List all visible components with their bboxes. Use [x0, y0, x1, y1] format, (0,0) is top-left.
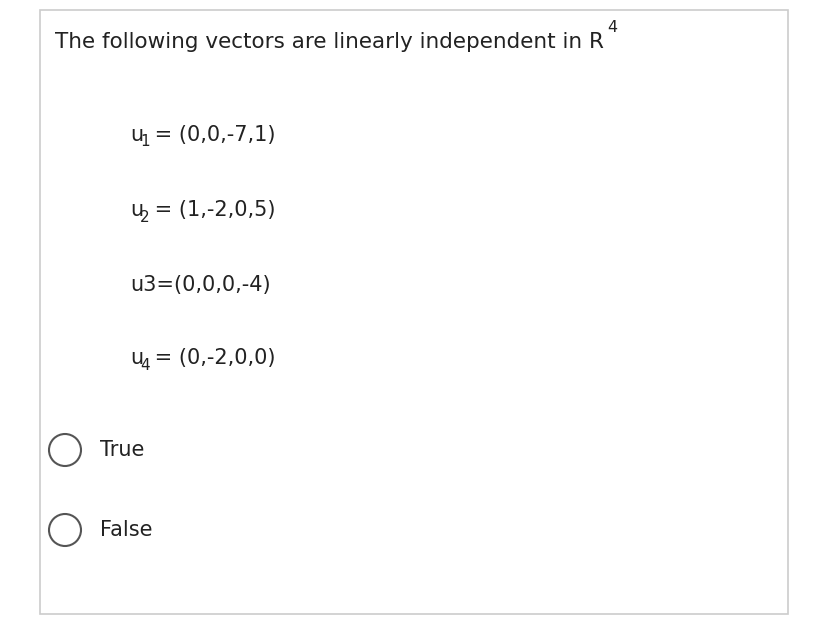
Text: True: True	[100, 440, 144, 460]
Text: u: u	[130, 125, 143, 145]
Text: 4: 4	[140, 358, 150, 373]
Text: = (0,0,-7,1): = (0,0,-7,1)	[148, 125, 275, 145]
Text: False: False	[100, 520, 152, 540]
Text: u: u	[130, 200, 143, 220]
Text: u: u	[130, 348, 143, 368]
Text: The following vectors are linearly independent in R: The following vectors are linearly indep…	[55, 32, 603, 52]
Text: = (0,-2,0,0): = (0,-2,0,0)	[148, 348, 275, 368]
Text: 1: 1	[140, 135, 150, 150]
Text: 2: 2	[140, 210, 150, 225]
Text: 4: 4	[606, 20, 616, 35]
Text: = (1,-2,0,5): = (1,-2,0,5)	[148, 200, 275, 220]
Text: u3=(0,0,0,-4): u3=(0,0,0,-4)	[130, 275, 270, 295]
